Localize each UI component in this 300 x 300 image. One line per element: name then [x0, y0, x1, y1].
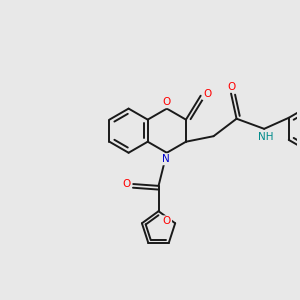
Text: NH: NH — [258, 132, 273, 142]
Text: O: O — [163, 97, 171, 107]
Text: N: N — [163, 154, 170, 164]
Text: O: O — [163, 216, 171, 226]
Text: O: O — [227, 82, 235, 92]
Text: O: O — [123, 179, 131, 189]
Text: O: O — [203, 89, 211, 99]
